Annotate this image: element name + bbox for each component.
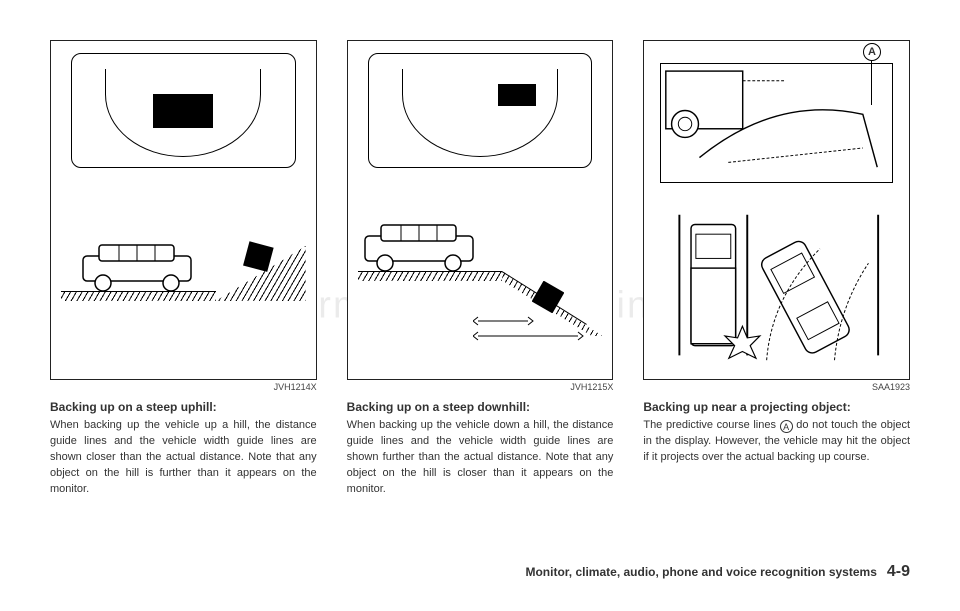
body-paragraph: When backing up the vehicle down a hill,…	[347, 418, 614, 498]
monitor-view-top	[660, 63, 893, 183]
figure-downhill	[347, 40, 614, 380]
content-columns: JVH1214X Backing up on a steep uphill: W…	[50, 40, 910, 543]
footer-page-number: 4-9	[887, 563, 910, 581]
column-downhill: JVH1215X Backing up on a steep downhill:…	[347, 40, 614, 543]
obstacle-icon	[153, 94, 213, 128]
vehicle-icon	[363, 221, 478, 273]
truck-projection-view	[661, 64, 892, 182]
reference-marker-a: A	[780, 420, 793, 433]
body-text-pre: The predictive course lines	[643, 419, 779, 431]
callout-a: A	[863, 43, 881, 61]
overhead-scene	[660, 206, 893, 369]
body-paragraph: The predictive course lines A do not tou…	[643, 418, 910, 466]
vehicle-icon	[81, 241, 196, 293]
column-projecting: A	[643, 40, 910, 543]
overhead-collision-view	[660, 206, 893, 369]
obstacle-icon	[241, 239, 276, 274]
column-uphill: JVH1214X Backing up on a steep uphill: W…	[50, 40, 317, 543]
page-footer: Monitor, climate, audio, phone and voice…	[50, 563, 910, 581]
dimension-arrows	[473, 311, 593, 351]
section-heading: Backing up on a steep uphill:	[50, 400, 317, 414]
side-view-scene	[61, 211, 306, 369]
figure-uphill	[50, 40, 317, 380]
obstacle-icon	[532, 281, 564, 313]
body-paragraph: When backing up the vehicle up a hill, t…	[50, 418, 317, 498]
side-view-scene	[358, 211, 603, 369]
figure-projecting: A	[643, 40, 910, 380]
manual-page: carmanualsonline.info	[0, 0, 960, 611]
section-heading: Backing up on a steep downhill:	[347, 400, 614, 414]
figure-id: JVH1214X	[50, 382, 317, 392]
obstacle-icon	[498, 84, 536, 106]
guide-lines	[402, 69, 558, 157]
monitor-view	[71, 53, 296, 168]
figure-id: JVH1215X	[347, 382, 614, 392]
monitor-view	[368, 53, 593, 168]
footer-section-label: Monitor, climate, audio, phone and voice…	[525, 565, 876, 579]
section-heading: Backing up near a projecting object:	[643, 400, 910, 414]
figure-id: SAA1923	[643, 382, 910, 392]
